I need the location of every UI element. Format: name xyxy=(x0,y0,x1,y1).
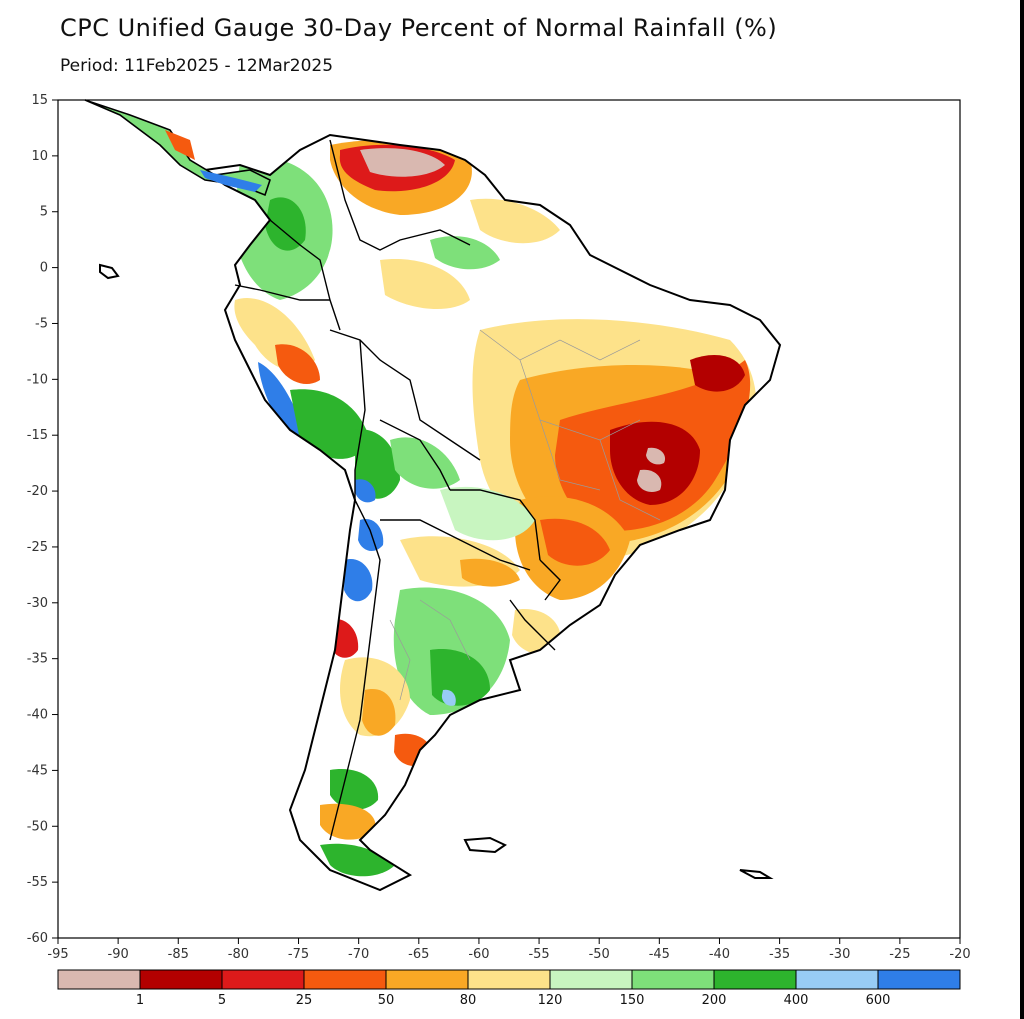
colorbar-swatch xyxy=(303,969,387,990)
lon-tick-label: -60 xyxy=(468,947,489,962)
lat-tick-label: 5 xyxy=(40,205,48,220)
lon-tick-label: -50 xyxy=(589,947,610,962)
falkland-islands xyxy=(463,836,507,854)
lat-tick-label: 0 xyxy=(40,261,48,276)
central-america-wet-patch xyxy=(200,170,262,192)
colorbar-swatch xyxy=(139,969,223,990)
colorbar-label: 150 xyxy=(620,993,645,1008)
colorbar-swatch xyxy=(221,969,305,990)
lon-tick-label: -40 xyxy=(709,947,730,962)
lon-tick-label: -85 xyxy=(168,947,189,962)
lon-tick-label: -80 xyxy=(228,947,249,962)
lon-tick-label: -25 xyxy=(889,947,910,962)
south-georgia xyxy=(739,869,774,879)
map-title: CPC Unified Gauge 30-Day Percent of Norm… xyxy=(60,14,778,42)
lon-tick-label: -35 xyxy=(769,947,790,962)
lat-tick-label: -35 xyxy=(27,652,48,667)
lat-tick-label: -15 xyxy=(27,428,48,443)
colorbar-swatch xyxy=(57,969,141,990)
lat-tick-label: -55 xyxy=(27,875,48,890)
lat-tick-label: -45 xyxy=(27,763,48,778)
lon-tick-label: -90 xyxy=(108,947,129,962)
lon-tick-label: -70 xyxy=(348,947,369,962)
lat-tick-label: -40 xyxy=(27,708,48,723)
colorbar-swatch xyxy=(713,969,797,990)
lat-tick-label: -50 xyxy=(27,819,48,834)
latitude-ticks: 15 10 5 0 -5 -10 -15 -20 -25 -30 -35 -40 -45 -50 -55 -6… xyxy=(27,93,58,946)
longitude-ticks: -95 -90 -85 -80 -75 -70 -65 -60 -55 -50 -45 -40 -35 -… xyxy=(47,938,971,962)
colorbar-label: 1 xyxy=(136,993,144,1008)
lat-tick-label: -30 xyxy=(27,596,48,611)
colorbar-label: 400 xyxy=(784,993,809,1008)
lat-tick-label: -10 xyxy=(27,372,48,387)
colorbar-swatch xyxy=(631,969,715,990)
colorbar-label: 80 xyxy=(460,993,477,1008)
galapagos-islands xyxy=(99,263,120,280)
colorbar-label: 50 xyxy=(378,993,395,1008)
lat-tick-label: 15 xyxy=(31,93,48,108)
window-edge xyxy=(1020,0,1024,1019)
central-america-dry-patch xyxy=(165,130,195,160)
colorbar-swatch xyxy=(795,969,879,990)
lon-tick-label: -45 xyxy=(649,947,670,962)
colorbar-label: 25 xyxy=(296,993,313,1008)
colorbar-label: 600 xyxy=(866,993,891,1008)
colorbar-label: 120 xyxy=(538,993,563,1008)
country-borders xyxy=(234,139,561,841)
colorbar-swatch xyxy=(467,969,551,990)
lon-tick-label: -55 xyxy=(528,947,549,962)
colorbar-swatch xyxy=(549,969,633,990)
lat-tick-label: 10 xyxy=(31,149,48,164)
map-subtitle: Period: 11Feb2025 - 12Mar2025 xyxy=(60,56,334,76)
colorbar-label: 200 xyxy=(702,993,727,1008)
lat-tick-label: -60 xyxy=(27,931,48,946)
colorbar-label: 5 xyxy=(218,993,226,1008)
colorbar: 1 5 25 50 80 120 150 200 400 600 xyxy=(57,969,961,1008)
colorbar-swatch xyxy=(385,969,469,990)
lat-tick-label: -20 xyxy=(27,484,48,499)
lat-tick-label: -25 xyxy=(27,540,48,555)
lon-tick-label: -75 xyxy=(288,947,309,962)
state-borders xyxy=(389,329,661,701)
colorbar-swatch xyxy=(877,969,961,990)
lon-tick-label: -65 xyxy=(408,947,429,962)
lon-tick-label: -30 xyxy=(829,947,850,962)
lon-tick-label: -20 xyxy=(949,947,970,962)
lon-tick-label: -95 xyxy=(47,947,68,962)
lat-tick-label: -5 xyxy=(35,316,48,331)
